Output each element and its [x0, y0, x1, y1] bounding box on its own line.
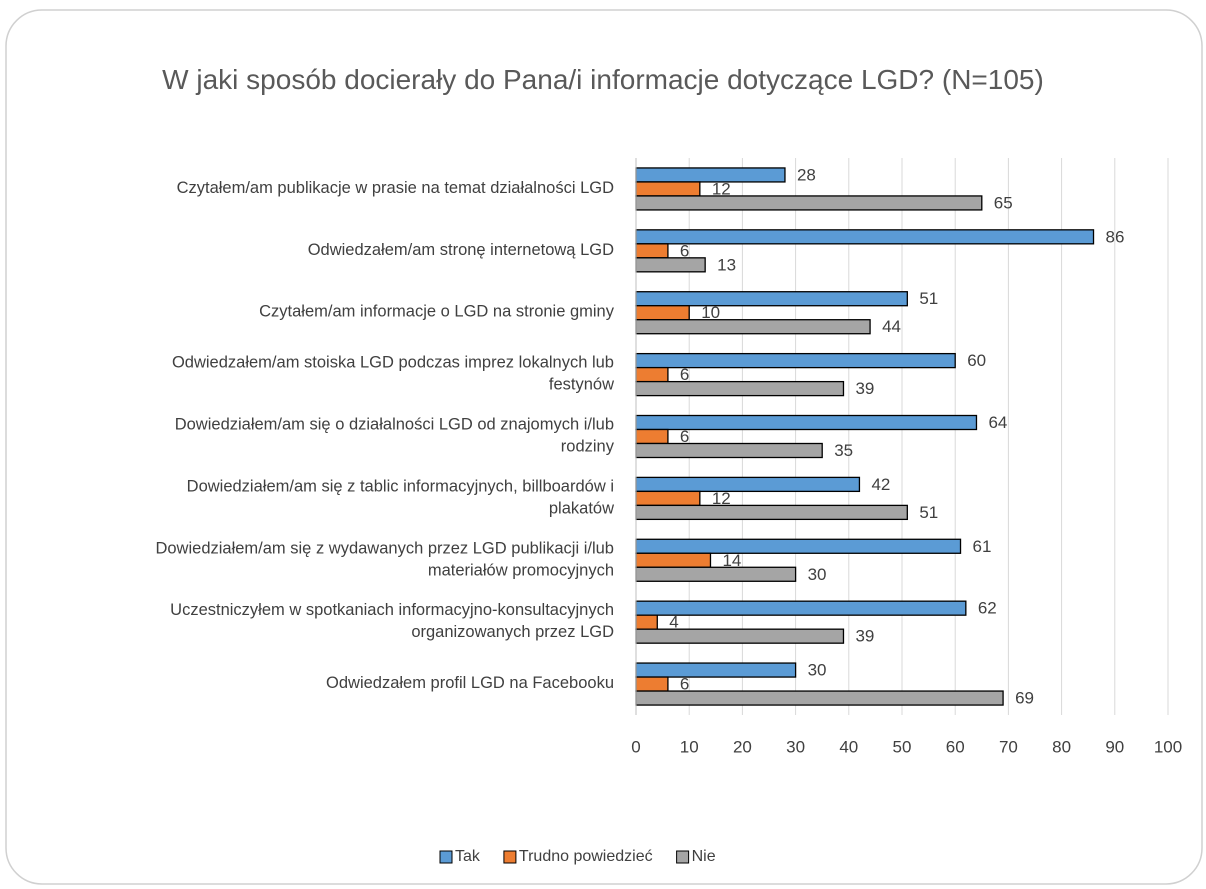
chart-title: W jaki sposób docierały do Pana/i inform… — [162, 64, 1044, 95]
data-label: 28 — [797, 165, 816, 184]
bar — [635, 291, 908, 307]
bar — [635, 676, 669, 692]
data-label: 62 — [978, 599, 997, 618]
legend-swatch — [439, 850, 453, 864]
data-label: 30 — [808, 565, 827, 584]
x-tick-label: 70 — [999, 737, 1018, 756]
data-label: 6 — [680, 675, 689, 694]
bar — [635, 566, 797, 582]
bar — [635, 690, 1004, 706]
x-tick-label: 100 — [1154, 737, 1182, 756]
chart-frame — [5, 9, 1203, 885]
bar — [635, 490, 701, 507]
bar — [635, 380, 845, 397]
y-tick-label: Odwiedzałem/am stronę internetową LGD — [308, 241, 614, 259]
bar — [635, 305, 690, 321]
y-tick-label: Odwiedzałem profil LGD na Facebooku — [326, 674, 614, 692]
bar — [635, 662, 797, 678]
legend-swatch — [676, 850, 690, 864]
y-tick-label: Dowiedziałem/am się z tablic informacyjn… — [187, 478, 614, 518]
data-label: 51 — [919, 289, 938, 308]
data-label: 51 — [919, 503, 938, 522]
bar — [635, 319, 871, 335]
x-tick-label: 60 — [946, 737, 965, 756]
y-tick-label: Odwiedzałem/am stoiska LGD podczas impre… — [172, 354, 614, 394]
y-tick-label: Dowiedziałem/am się z wydawanych przez L… — [155, 540, 614, 580]
x-tick-label: 90 — [1105, 737, 1124, 756]
data-label: 69 — [1015, 689, 1034, 708]
data-label: 64 — [988, 413, 1007, 432]
y-tick-label: Czytałem/am publikacje w prasie na temat… — [177, 179, 615, 197]
data-label: 6 — [680, 427, 689, 446]
legend-label: Nie — [692, 848, 716, 865]
data-label: 39 — [855, 627, 874, 646]
bar — [635, 257, 706, 273]
data-label: 44 — [882, 317, 901, 336]
bar — [635, 552, 712, 568]
bar — [635, 428, 669, 445]
data-label: 13 — [717, 255, 736, 274]
bar — [635, 181, 701, 197]
bar — [635, 442, 823, 459]
data-label: 65 — [994, 193, 1013, 212]
data-label: 14 — [722, 551, 741, 570]
x-tick-label: 0 — [631, 737, 640, 756]
x-tick-label: 50 — [893, 737, 912, 756]
data-label: 60 — [967, 351, 986, 370]
y-tick-label: Czytałem/am informacje o LGD na stronie … — [259, 303, 615, 321]
x-tick-label: 30 — [786, 737, 805, 756]
x-tick-label: 40 — [839, 737, 858, 756]
data-label: 61 — [973, 537, 992, 556]
bar — [635, 614, 658, 630]
bar — [635, 167, 786, 183]
y-tick-label: Uczestniczyłem w spotkaniach informacyjn… — [170, 602, 614, 642]
legend-swatch — [503, 850, 517, 864]
legend-label: Trudno powiedzieć — [519, 848, 653, 865]
bar — [635, 504, 908, 521]
data-label: 12 — [712, 489, 731, 508]
data-label: 86 — [1106, 227, 1125, 246]
bar — [635, 476, 861, 493]
y-tick-label: Dowiedziałem/am się o działalności LGD o… — [175, 416, 615, 456]
bar — [635, 243, 669, 259]
bar — [635, 600, 967, 616]
data-label: 4 — [669, 613, 678, 632]
data-label: 12 — [712, 179, 731, 198]
x-tick-label: 10 — [680, 737, 699, 756]
data-label: 6 — [680, 241, 689, 260]
bar — [635, 538, 962, 554]
x-tick-label: 20 — [733, 737, 752, 756]
data-label: 10 — [701, 303, 720, 322]
data-label: 6 — [680, 365, 689, 384]
bar — [635, 229, 1095, 245]
data-label: 42 — [871, 475, 890, 494]
x-tick-label: 80 — [1052, 737, 1071, 756]
data-label: 35 — [834, 441, 853, 460]
data-label: 39 — [855, 379, 874, 398]
bar — [635, 366, 669, 383]
data-label: 30 — [808, 661, 827, 680]
bar — [635, 628, 845, 644]
legend-label: Tak — [455, 848, 481, 865]
bar — [635, 195, 983, 211]
